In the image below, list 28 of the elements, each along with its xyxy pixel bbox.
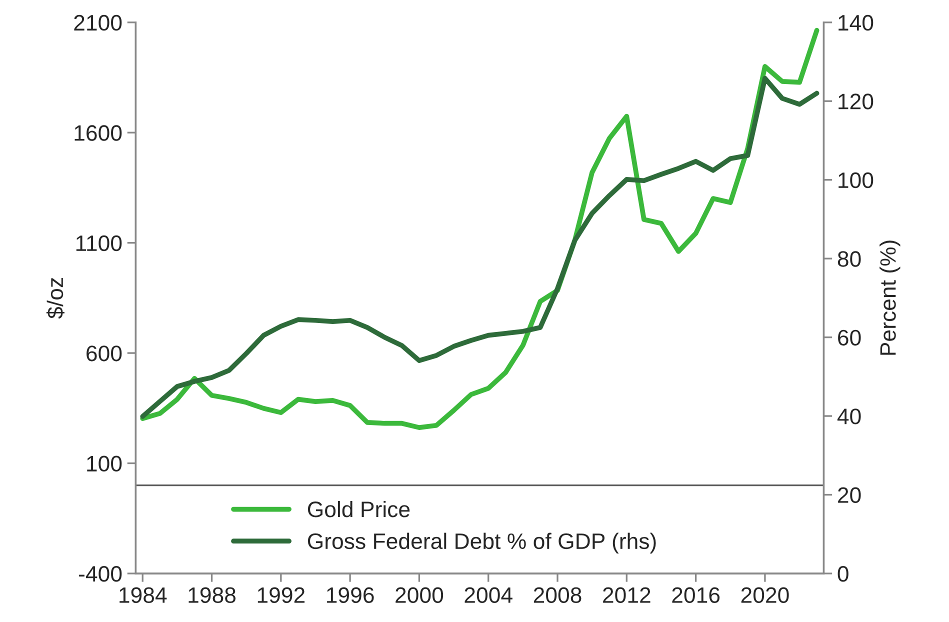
legend-label: Gross Federal Debt % of GDP (rhs) — [308, 532, 656, 554]
y-tick-label: 1100 — [76, 235, 122, 252]
y-axis-title: $/oz — [46, 278, 64, 319]
x-tick-label: 2012 — [603, 587, 650, 603]
x-tick-label: 2000 — [396, 587, 444, 603]
x-tick-label: 2008 — [534, 587, 582, 603]
y2-tick-label: 80 — [838, 251, 861, 267]
x-tick-label: 1996 — [327, 587, 374, 603]
y-tick-label: 1600 — [74, 125, 122, 141]
legend-label: Gold Price — [308, 500, 410, 518]
y-tick-label: 100 — [87, 456, 122, 472]
y2-tick-label: 40 — [837, 408, 861, 424]
y2-tick-label: 20 — [838, 487, 861, 504]
y-tick-label: 600 — [86, 346, 122, 362]
x-tick-label: 1992 — [258, 587, 305, 603]
x-tick-label: 1988 — [188, 587, 236, 603]
y2-axis-title: Percent (%) — [880, 240, 900, 355]
y2-tick-label: 100 — [838, 172, 874, 188]
x-tick-label: 1984 — [120, 587, 167, 603]
y2-tick-label: 60 — [838, 330, 861, 346]
y-tick-label: -400 — [79, 566, 122, 582]
y2-tick-label: 120 — [838, 94, 874, 110]
y-tick-label: 2100 — [74, 14, 122, 31]
y2-tick-label: 140 — [838, 14, 874, 31]
y2-tick-label: 0 — [838, 566, 848, 582]
x-tick-label: 2020 — [741, 587, 789, 603]
x-tick-label: 2016 — [672, 587, 720, 603]
x-tick-label: 2004 — [464, 587, 512, 603]
